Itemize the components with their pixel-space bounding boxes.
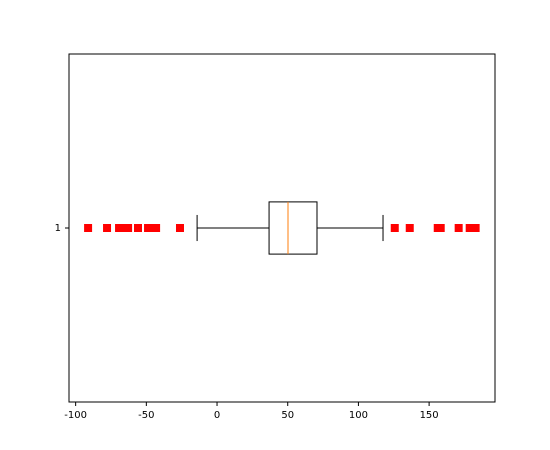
outlier: [103, 224, 112, 232]
outlier: [405, 224, 414, 232]
outlier: [84, 224, 93, 232]
outlier: [390, 224, 399, 232]
outlier: [119, 224, 128, 232]
axes-frame: [68, 53, 496, 403]
outlier: [115, 224, 124, 232]
outlier: [152, 224, 161, 232]
outlier: [436, 224, 445, 232]
x-tick-label: 50: [281, 410, 294, 421]
y-tick-label: 1: [55, 223, 61, 234]
x-tick-label: 0: [214, 410, 220, 421]
box: [268, 201, 318, 255]
outlier: [471, 224, 480, 232]
x-tick-label: -50: [138, 410, 154, 421]
x-tick-label: -100: [64, 410, 87, 421]
outlier: [454, 224, 463, 232]
x-tick-label: 150: [420, 410, 439, 421]
outlier: [133, 224, 142, 232]
outlier: [147, 224, 156, 232]
outlier: [175, 224, 184, 232]
x-tick-label: 100: [349, 410, 368, 421]
outlier: [124, 224, 133, 232]
